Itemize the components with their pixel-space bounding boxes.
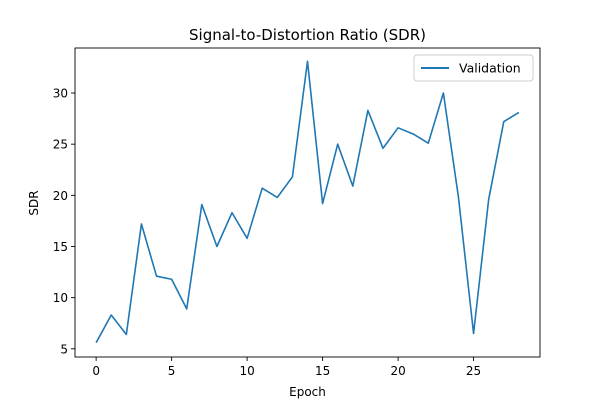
y-tick-label: 20 [53, 189, 68, 203]
x-tick-label: 15 [315, 364, 330, 378]
series-line-validation [95, 60, 520, 344]
legend: Validation [413, 54, 534, 82]
x-axis-label: Epoch [289, 385, 326, 399]
x-tick-label: 10 [239, 364, 254, 378]
x-tick-label: 5 [168, 364, 176, 378]
plot-area: 0 5 10 15 20 25 5 10 15 20 25 30 [53, 47, 541, 378]
y-axis-label: SDR [27, 190, 41, 215]
legend-box [413, 54, 534, 82]
y-tick-label: 10 [53, 291, 68, 305]
y-tick-label: 25 [53, 138, 68, 152]
x-tick-label: 25 [466, 364, 481, 378]
axes-frame [74, 47, 541, 358]
y-tick-label: 30 [53, 87, 68, 101]
legend-label-validation: Validation [459, 61, 521, 76]
y-tick-label: 15 [53, 240, 68, 254]
x-tick-label: 0 [92, 364, 100, 378]
x-tick-label: 20 [390, 364, 405, 378]
chart-title: Signal-to-Distortion Ratio (SDR) [189, 26, 426, 44]
y-tick-label: 5 [60, 342, 68, 356]
